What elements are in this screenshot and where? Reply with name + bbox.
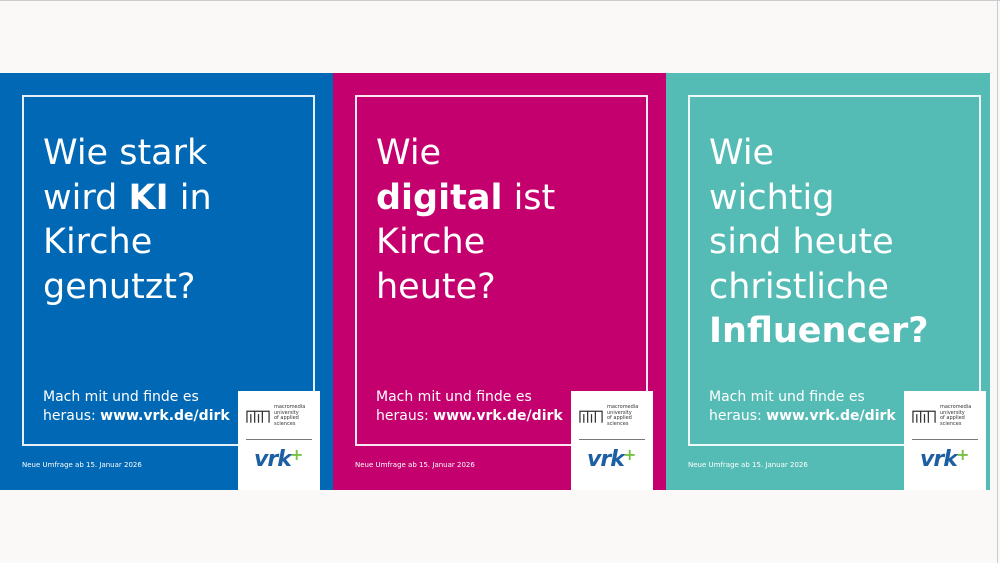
question-text: in Kirche genutzt? — [43, 177, 212, 307]
plus-icon: + — [290, 445, 304, 464]
logo-box: macromedia university of applied sciences … — [238, 391, 320, 490]
question-text: Wie wichtig sind heute christliche — [709, 133, 894, 307]
survey-date: Neue Umfrage ab 15. Januar 2026 — [355, 461, 475, 469]
question-text: Wie stark wird — [43, 133, 208, 218]
right-border — [997, 0, 998, 563]
logo-text: macromedia — [940, 404, 972, 410]
poster-panel: Wie stark wird KI in Kirche genutzt? Mac… — [0, 73, 333, 490]
logo-text: university — [274, 409, 299, 416]
cta-url[interactable]: www.vrk.de/dirk — [100, 408, 230, 424]
poster-question: Wie digital ist Kirche heute? — [376, 131, 576, 309]
macromedia-m-icon — [579, 410, 603, 423]
vrk-logo: vrk — [920, 447, 958, 472]
question-text: Wie — [376, 133, 442, 173]
logo-box: macromedia university of applied sciences … — [904, 391, 986, 490]
top-border — [0, 0, 1000, 1]
cta-text: Mach mit und finde es heraus: — [709, 389, 865, 424]
survey-date: Neue Umfrage ab 15. Januar 2026 — [22, 461, 142, 469]
poster-frame — [355, 95, 648, 446]
poster-question: Wie wichtig sind heute christliche Influ… — [709, 131, 929, 354]
cta-text: Mach mit und finde es heraus: — [43, 389, 199, 424]
poster-panel: Wie digital ist Kirche heute? Mach mit u… — [333, 73, 666, 490]
logo-text: of applied sciences — [940, 415, 965, 427]
call-to-action: Mach mit und finde es heraus: www.vrk.de… — [709, 388, 899, 426]
cta-url[interactable]: www.vrk.de/dirk — [433, 408, 563, 424]
divider — [912, 439, 978, 440]
cta-text: Mach mit und finde es heraus: — [376, 389, 532, 424]
logo-text: of applied sciences — [274, 415, 299, 427]
poster-frame — [688, 95, 981, 446]
divider — [579, 439, 645, 440]
question-highlight: digital — [376, 177, 503, 218]
poster-question: Wie stark wird KI in Kirche genutzt? — [43, 131, 243, 309]
plus-icon: + — [956, 445, 970, 464]
question-highlight: KI — [128, 177, 169, 218]
plus-icon: + — [623, 445, 637, 464]
macromedia-m-icon — [912, 410, 936, 423]
macromedia-m-icon — [246, 410, 270, 423]
call-to-action: Mach mit und finde es heraus: www.vrk.de… — [43, 388, 233, 426]
question-text: ist Kirche heute? — [376, 177, 556, 307]
macromedia-logo: macromedia university of applied sciences — [912, 404, 986, 427]
logo-text: macromedia — [607, 404, 639, 410]
logo-text: university — [607, 409, 632, 416]
logo-text: macromedia — [274, 404, 306, 410]
vrk-logo: vrk — [254, 447, 292, 472]
poster-panel: Wie wichtig sind heute christliche Influ… — [666, 73, 990, 490]
macromedia-logo: macromedia university of applied sciences — [579, 404, 653, 427]
logo-text: university — [940, 409, 965, 416]
poster-frame — [22, 95, 315, 446]
logo-box: macromedia university of applied sciences … — [571, 391, 653, 490]
call-to-action: Mach mit und finde es heraus: www.vrk.de… — [376, 388, 566, 426]
divider — [246, 439, 312, 440]
vrk-logo: vrk — [587, 447, 625, 472]
logo-text: of applied sciences — [607, 415, 632, 427]
question-highlight: Influencer? — [709, 311, 929, 351]
survey-date: Neue Umfrage ab 15. Januar 2026 — [688, 461, 808, 469]
cta-url[interactable]: www.vrk.de/dirk — [766, 408, 896, 424]
macromedia-logo: macromedia university of applied sciences — [246, 404, 320, 427]
